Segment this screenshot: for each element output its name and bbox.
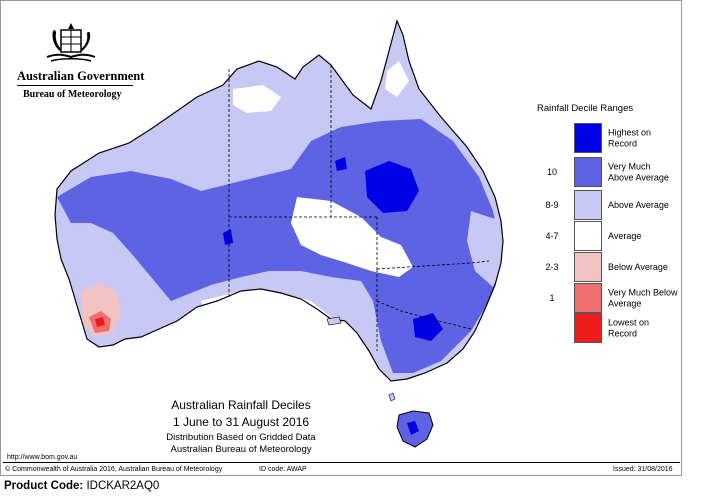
product-code-label: Product Code: — [4, 480, 84, 492]
product-code-value: IDCKAR2AQ0 — [86, 480, 160, 492]
map-frame: Australian Government Bureau of Meteorol… — [0, 0, 682, 476]
map-region-average-north — [233, 85, 281, 113]
legend-swatch — [574, 123, 602, 153]
legend-range: 4-7 — [545, 231, 559, 241]
legend-swatch — [574, 190, 602, 220]
product-code: Product Code: IDCKAR2AQ0 — [4, 480, 159, 492]
legend-entry-below: 2-3 Below Average — [537, 252, 677, 282]
government-title: Australian Government — [17, 69, 145, 83]
map-region-above-east — [467, 211, 503, 287]
legend-label: Very Much Below Average — [608, 287, 678, 309]
bureau-title: Bureau of Meteorology — [23, 89, 122, 100]
legend-label: Lowest on Record — [608, 317, 650, 339]
rainfall-decile-map — [54, 19, 504, 448]
legend-entry-lowest: Lowest on Record — [537, 313, 677, 343]
legend-label: Above Average — [608, 199, 669, 210]
mainland-coastline — [54, 19, 504, 382]
map-region-below-north — [195, 69, 207, 83]
legend-range: 1 — [549, 293, 555, 303]
legend-swatch — [574, 313, 602, 343]
coat-of-arms-icon — [46, 23, 96, 62]
copyright-text: © Commonwealth of Australia 2016, Austra… — [5, 466, 223, 473]
map-source: Australian Bureau of Meteorology — [170, 444, 312, 455]
map-method: Distribution Based on Gridded Data — [166, 432, 316, 443]
legend-range: 8-9 — [545, 200, 559, 210]
legend-swatch — [574, 157, 602, 187]
map-region-highest-qld — [365, 161, 419, 213]
kangaroo-island — [326, 316, 342, 326]
legend-label: Highest on Record — [608, 127, 652, 149]
legend-swatch — [574, 221, 602, 251]
legend-title: Rainfall Decile Ranges — [537, 103, 634, 114]
legend-swatch — [574, 283, 602, 313]
footer-divider — [3, 462, 680, 463]
tasmania-highest — [407, 421, 419, 435]
legend-range: 10 — [546, 167, 557, 177]
legend-swatch — [574, 252, 602, 282]
legend-entry-above: 8-9 Above Average — [537, 190, 677, 220]
map-region-highest-small — [335, 157, 347, 171]
map-region-highest-sa — [223, 229, 233, 245]
id-code-text: ID code: AWAP — [259, 466, 307, 473]
title-divider — [17, 85, 133, 86]
island-small — [388, 392, 396, 402]
legend-label: Below Average — [608, 261, 668, 272]
legend-entry-very-much-above: 10 Very Much Above Average — [537, 157, 677, 187]
issued-date: Issued: 31/08/2016 — [613, 466, 673, 473]
map-dates: 1 June to 31 August 2016 — [172, 415, 310, 429]
legend-entry-average: 4-7 Average — [537, 221, 677, 251]
legend-entry-very-much-below: 1 Very Much Below Average — [537, 283, 678, 313]
legend-label: Average — [608, 230, 642, 241]
map-region-lowest-on-record — [95, 317, 105, 327]
bom-url-link[interactable]: http://www.bom.gov.au — [7, 454, 78, 461]
state-borders — [228, 65, 490, 351]
map-region-average-cape — [385, 61, 409, 97]
legend-range: 2-3 — [545, 262, 559, 272]
map-region-below-average — [81, 283, 121, 337]
legend-entry-highest: Highest on Record — [537, 123, 677, 153]
map-title: Australian Rainfall Deciles — [171, 398, 311, 412]
legend-label: Very Much Above Average — [608, 161, 669, 183]
